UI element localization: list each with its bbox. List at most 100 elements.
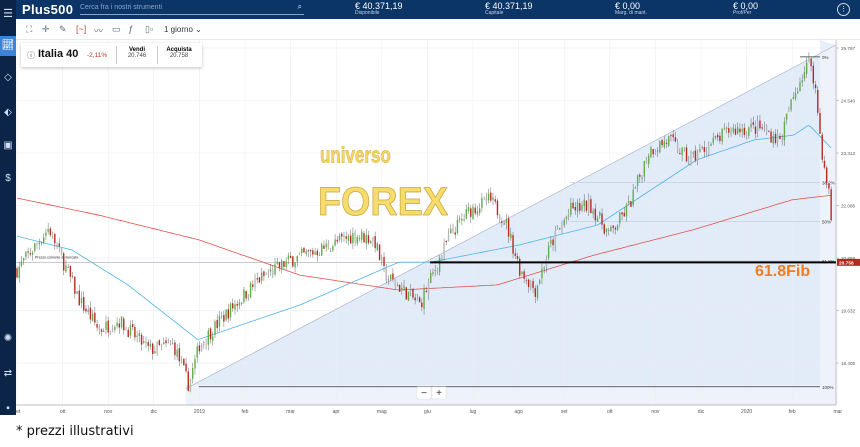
search-icon[interactable]: ⌕ [297,2,302,11]
candle-body [18,266,20,279]
candle-body [85,308,87,312]
candle-body [699,149,701,152]
candle-body [656,150,659,152]
candle-body [723,128,726,130]
candle-body [301,248,303,254]
menu-icon[interactable]: ☰ [3,8,13,20]
candle-body [58,243,60,247]
candle-body [665,142,668,144]
stat-capital: € 40.371,19 Capitale [485,1,533,16]
stat-margin: € 0,00 Marg. di mant. [615,1,647,16]
candle-body [25,251,27,257]
candle-body [643,161,645,177]
candle-body [103,331,105,332]
search-input[interactable]: Cerca fra i nostri strumenti ⌕ [80,2,304,15]
candle-body [363,233,365,243]
candle-body [498,214,501,220]
chat-icon[interactable]: ▪ [6,403,10,414]
candle-body [445,240,448,243]
portfolio-icon[interactable]: ◇ [4,72,12,83]
line-chart-icon[interactable]: 〰 [94,26,104,36]
briefcase-icon[interactable]: ▣ [3,140,13,151]
x-tick-label: set [561,409,568,415]
candle-body [454,232,456,235]
info-icon[interactable]: ⓘ [27,51,35,60]
candle-body [759,120,761,129]
candle-body [163,342,165,344]
candle-body [474,207,476,214]
candle-body [710,143,712,146]
zoom-out-button-label: − [421,388,427,399]
dollar-icon[interactable]: $ [5,173,11,184]
y-tick-label: 25.767 [841,46,855,51]
candle-body [149,344,152,347]
candle-body [570,202,572,215]
fib-trend-line [185,44,837,390]
candle-body [463,219,465,221]
candle-body [501,221,503,223]
candle-body [430,272,432,284]
candle-body [579,203,581,211]
candle-body [705,153,708,154]
candle-body [563,219,565,226]
fullscreen-icon[interactable]: ⛶ [26,24,33,34]
candle-body [774,133,777,143]
candle-body [483,196,485,198]
watermark-logo: FOREX [318,180,448,224]
save-icon[interactable]: ▭ [112,24,121,34]
candle-body [781,138,783,140]
candle-body [639,174,641,177]
candle-body [721,129,723,142]
current-price-tag [837,258,860,266]
function-icon[interactable]: ƒ [128,24,134,34]
candle-body [714,136,717,139]
more-menu-icon[interactable]: ⋮ [837,3,850,16]
x-tick-label: feb [789,409,796,415]
candle-body [378,244,381,260]
candle-body [91,313,94,321]
candlestick-type-icon[interactable]: ▯▫ [145,24,154,34]
candle-body [285,260,287,267]
candle-body [458,218,461,220]
candle-body [594,208,597,221]
sell-button[interactable]: Vendi 20.746 [127,47,147,59]
candle-body [436,270,439,272]
timeframe-select[interactable]: 1 giorno ⌄ [164,25,202,34]
refresh-icon[interactable]: ⇄ [3,368,13,379]
candle-body [610,227,612,232]
candle-body [254,279,256,287]
candle-body [189,378,192,392]
crosshair-icon[interactable]: ✛ [42,24,50,34]
pencil-icon[interactable]: ✎ [59,24,67,34]
candle-body [450,228,452,234]
candle-body [96,324,98,328]
candle-body [523,271,525,279]
candle-body [779,135,781,140]
candle-body [223,314,225,322]
candle-body [374,236,376,249]
indicator-icon[interactable]: [~] [76,24,87,34]
candle-body [165,340,167,344]
tag-icon[interactable]: ⬖ [4,107,12,118]
candle-body [240,302,243,304]
zoom-in-button[interactable] [431,386,447,400]
candle-body [358,237,361,239]
candle-body [383,257,385,267]
chart-icon[interactable]: 📈︎ [0,36,16,56]
candle-body [143,341,145,343]
candle-body [127,329,129,337]
candle-body [603,224,605,234]
candle-body [641,177,643,179]
buy-button[interactable]: Acquista 20.758 [166,47,192,59]
candle-body [176,349,178,357]
candle-body [801,80,803,83]
settings-icon[interactable]: ✺ [3,333,13,344]
candle-body [739,128,741,133]
candle-body [794,93,797,99]
candle-body [276,261,278,264]
candle-body [361,231,363,240]
x-tick-label: nov [104,409,113,415]
candle-body [183,358,185,366]
price-chart[interactable]: set ott nov dic 2019 feb mar apr mag giu lug ago set… [16,40,860,416]
zoom-out-button[interactable] [416,386,432,400]
